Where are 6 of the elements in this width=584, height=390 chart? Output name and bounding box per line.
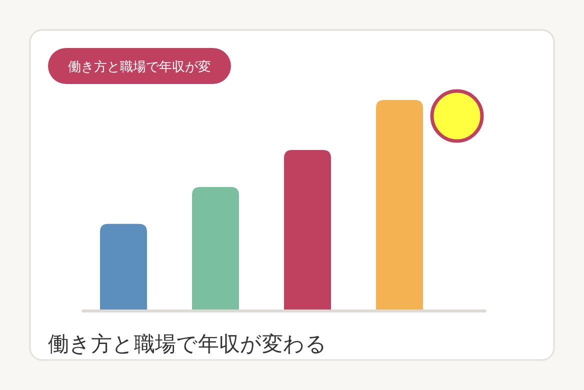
bar [100, 224, 147, 310]
text: 働き方と職場で年収が変わる [48, 332, 327, 356]
bar [192, 186, 239, 310]
chart-title: 働き方と職場で年収が変 [68, 59, 211, 75]
bar [284, 150, 331, 310]
bar [376, 100, 423, 310]
